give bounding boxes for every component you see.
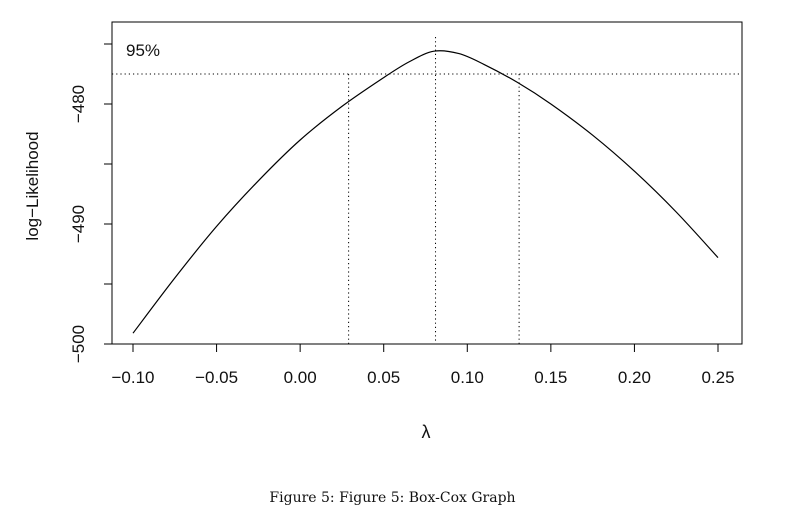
likelihood-curve (132, 50, 719, 334)
ci-level-label: 95% (126, 41, 160, 60)
x-tick-label: 0.15 (534, 368, 567, 387)
confidence-interval-lines (112, 37, 742, 344)
y-tick-label: −480 (69, 85, 88, 123)
y-tick-label: −500 (69, 325, 88, 363)
x-tick-label: 0.00 (284, 368, 317, 387)
x-tick-label: 0.05 (367, 368, 400, 387)
x-tick-label: 0.20 (618, 368, 651, 387)
x-tick-label: 0.25 (701, 368, 734, 387)
y-axis: −500 −490 −480 (69, 43, 112, 363)
x-axis: −0.10 −0.05 0.00 0.05 0.10 0.15 0.20 0.25 (111, 344, 735, 387)
x-tick-label: 0.10 (451, 368, 484, 387)
figure-caption: Figure 5: Figure 5: Box-Cox Graph (269, 490, 516, 506)
plot-frame (111, 21, 743, 345)
x-tick-label: −0.10 (111, 368, 154, 387)
x-tick-label: −0.05 (195, 368, 238, 387)
y-axis-label: log−Likelihood (23, 131, 42, 240)
box-cox-chart: −0.10 −0.05 0.00 0.05 0.10 0.15 0.20 0.25 −500−… (23, 21, 743, 442)
y-tick-label: −490 (69, 205, 88, 243)
x-axis-label: λ (422, 422, 431, 442)
